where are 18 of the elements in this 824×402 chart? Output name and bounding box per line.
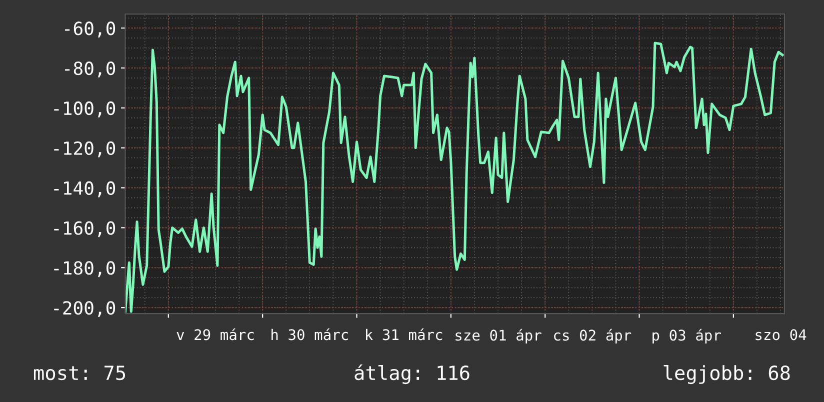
y-tick-label: -160,0	[54, 221, 116, 238]
x-tick-label: v 29 márc	[176, 328, 254, 340]
text: most: 75	[34, 366, 126, 380]
y-tick-label: -120,0	[54, 141, 116, 158]
y-tick-label: -80,0	[65, 61, 116, 78]
y-tick-label: -60,0	[65, 22, 116, 38]
text: átlag: 116	[354, 364, 470, 384]
x-tick-label: sze 01 ápr	[456, 328, 542, 344]
y-tick-label: -140,0	[54, 181, 116, 198]
x-tick-label: p 03 ápr	[652, 328, 721, 344]
y-tick-label: -100,0	[54, 101, 116, 118]
text: legjobb: 68	[664, 365, 790, 384]
x-tick-label: h 30 márc	[272, 328, 348, 340]
y-tick-label: -180,0	[54, 261, 116, 278]
x-tick-label: szo 04	[756, 329, 806, 340]
x-tick-label: cs 02 ápr	[554, 328, 632, 344]
y-tick-label: -200,0	[54, 301, 116, 318]
x-tick-label: k 31 márc	[366, 328, 442, 340]
